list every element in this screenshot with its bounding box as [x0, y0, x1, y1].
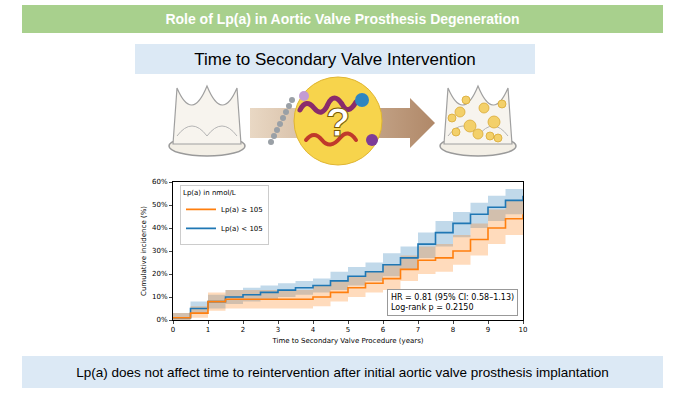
svg-text:3: 3: [276, 326, 280, 334]
svg-text:0%: 0%: [156, 316, 167, 324]
svg-text:4: 4: [311, 326, 316, 334]
svg-text:9: 9: [486, 326, 490, 334]
svg-text:2: 2: [241, 326, 245, 334]
svg-text:Time to Secondary Valve Proced: Time to Secondary Valve Procedure (years…: [271, 337, 423, 345]
svg-text:10%: 10%: [152, 293, 168, 301]
svg-text:50%: 50%: [152, 201, 168, 209]
svg-text:Cumulative incidence (%): Cumulative incidence (%): [140, 206, 148, 296]
svg-text:Role of Lp(a) in Aortic Valve: Role of Lp(a) in Aortic Valve Prosthesis…: [165, 11, 519, 27]
svg-text:8: 8: [451, 326, 455, 334]
svg-text:1: 1: [206, 326, 210, 334]
svg-text:0: 0: [171, 326, 175, 334]
svg-text:Time to Secondary Valve Interv: Time to Secondary Valve Intervention: [194, 50, 476, 69]
svg-text:10: 10: [519, 326, 528, 334]
svg-text:HR = 0.81 (95% CI: 0.58–1.13)L: HR = 0.81 (95% CI: 0.58–1.13)Log-rank p …: [391, 293, 514, 312]
svg-text:20%: 20%: [152, 270, 168, 278]
svg-text:?: ?: [326, 100, 350, 144]
svg-text:Lp(a) does not affect time to: Lp(a) does not affect time to reinterven…: [76, 365, 609, 380]
svg-text:6: 6: [381, 326, 386, 334]
svg-text:Lp(a) in nmol/L: Lp(a) in nmol/L: [183, 189, 236, 197]
svg-text:7: 7: [416, 326, 420, 334]
svg-text:40%: 40%: [152, 224, 168, 232]
svg-text:60%: 60%: [152, 178, 168, 186]
svg-text:30%: 30%: [152, 247, 168, 255]
svg-text:5: 5: [346, 326, 350, 334]
svg-text:Lp(a) < 105: Lp(a) < 105: [221, 225, 263, 233]
svg-text:Lp(a) ≥ 105: Lp(a) ≥ 105: [221, 206, 263, 214]
